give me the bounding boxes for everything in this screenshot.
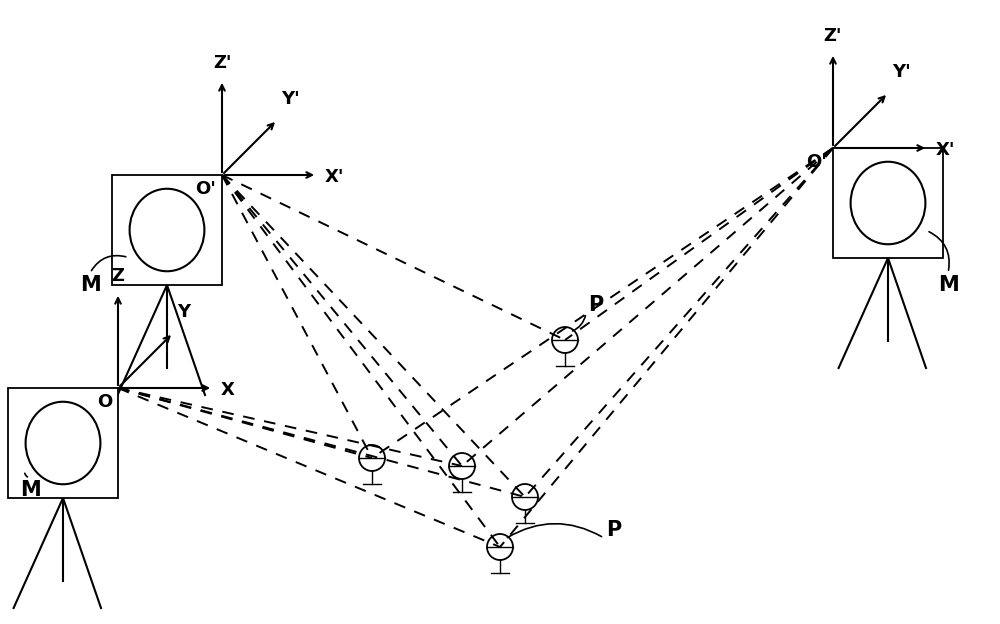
Bar [112, 175, 222, 285]
Text: Z: Z [112, 267, 124, 285]
Text: Z': Z' [213, 54, 231, 72]
Ellipse shape [851, 162, 925, 244]
Bar [8, 388, 118, 498]
Text: Y': Y' [892, 63, 911, 81]
Text: Y': Y' [281, 90, 300, 108]
Text: X': X' [936, 141, 956, 159]
Ellipse shape [26, 402, 100, 484]
Text: X: X [221, 381, 235, 399]
Ellipse shape [130, 188, 204, 271]
Text: O': O' [195, 180, 216, 198]
Text: M: M [938, 275, 958, 295]
Text: O: O [97, 393, 112, 411]
Bar [833, 148, 943, 258]
Text: Y: Y [177, 303, 190, 321]
Text: P: P [606, 520, 622, 540]
Text: M: M [80, 275, 100, 295]
Text: P: P [588, 295, 604, 315]
Text: Z': Z' [824, 27, 842, 45]
Text: O': O' [806, 153, 827, 171]
Text: M: M [20, 480, 40, 500]
Text: X': X' [325, 168, 344, 186]
